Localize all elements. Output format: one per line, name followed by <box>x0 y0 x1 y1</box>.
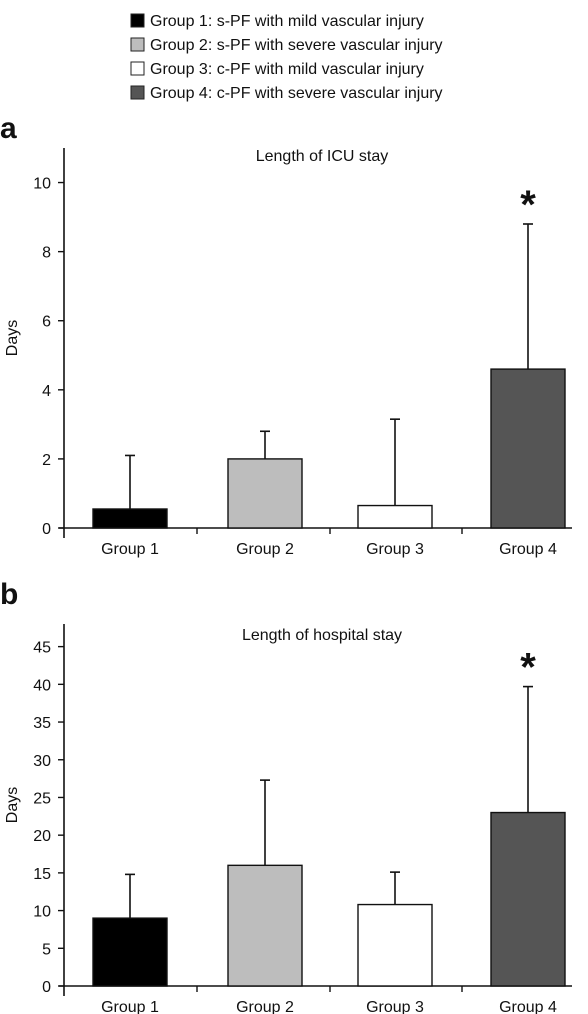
bar-group-4 <box>490 811 566 987</box>
bar-group-1 <box>92 508 168 529</box>
chart-title: Length of hospital stay <box>242 627 402 644</box>
x-tick-label: Group 4 <box>499 999 557 1014</box>
bar-group-4 <box>490 368 566 529</box>
legend-label: Group 3: c-PF with mild vascular injury <box>150 61 424 78</box>
legend-label: Group 4: c-PF with severe vascular injur… <box>150 85 443 102</box>
y-tick-label: 6 <box>42 314 51 331</box>
panel-letter: b <box>0 578 18 611</box>
significance-marker: * <box>520 183 536 227</box>
y-tick-label: 2 <box>42 452 51 469</box>
y-tick-label: 35 <box>33 715 51 732</box>
y-tick-label: 10 <box>33 176 51 193</box>
x-tick-label: Group 1 <box>101 999 159 1014</box>
y-tick-label: 25 <box>33 790 51 807</box>
legend-swatch <box>130 13 145 28</box>
legend-label: Group 2: s-PF with severe vascular injur… <box>150 37 443 54</box>
legend-item: Group 1: s-PF with mild vascular injury <box>130 13 424 30</box>
x-tick-label: Group 2 <box>236 999 294 1014</box>
x-tick-label: Group 2 <box>236 541 294 558</box>
x-tick-label: Group 3 <box>366 999 424 1014</box>
chart-title: Length of ICU stay <box>256 148 389 165</box>
legend-swatch <box>130 37 145 52</box>
y-tick-label: 15 <box>33 866 51 883</box>
y-tick-label: 10 <box>33 904 51 921</box>
x-tick-label: Group 4 <box>499 541 557 558</box>
y-tick-label: 20 <box>33 828 51 845</box>
chart-panel-b: b Length of hospital stay Days 0 5 10 15 20 25 30… <box>0 578 572 1014</box>
bar-group-3 <box>357 504 433 529</box>
legend-item: Group 4: c-PF with severe vascular injur… <box>130 85 443 102</box>
panel-letter: a <box>0 112 17 145</box>
y-tick-label: 40 <box>33 677 51 694</box>
legend-swatch <box>130 61 145 76</box>
significance-marker: * <box>520 646 536 690</box>
y-tick-label: 30 <box>33 753 51 770</box>
legend-item: Group 3: c-PF with mild vascular injury <box>130 61 424 78</box>
y-axis-title: Days <box>4 320 21 356</box>
y-tick-label: 0 <box>42 521 51 538</box>
legend-item: Group 2: s-PF with severe vascular injur… <box>130 37 443 54</box>
legend-label: Group 1: s-PF with mild vascular injury <box>150 13 424 30</box>
chart-panel-a: a Length of ICU stay Days 0 2 4 6 8 10 Group 1 Gro… <box>0 112 572 558</box>
y-tick-label: 4 <box>42 383 51 400</box>
bar-group-3 <box>357 903 433 987</box>
y-axis-title: Days <box>4 787 21 823</box>
y-tick-label: 0 <box>42 979 51 996</box>
x-tick-label: Group 3 <box>366 541 424 558</box>
x-tick-label: Group 1 <box>101 541 159 558</box>
bar-group-2 <box>227 458 303 529</box>
bar-group-1 <box>92 917 168 987</box>
y-tick-label: 45 <box>33 640 51 657</box>
y-tick-label: 8 <box>42 245 51 262</box>
legend-swatch <box>130 85 145 100</box>
bar-group-2 <box>227 864 303 987</box>
legend: Group 1: s-PF with mild vascular injury G… <box>130 13 443 102</box>
y-tick-label: 5 <box>42 941 51 958</box>
